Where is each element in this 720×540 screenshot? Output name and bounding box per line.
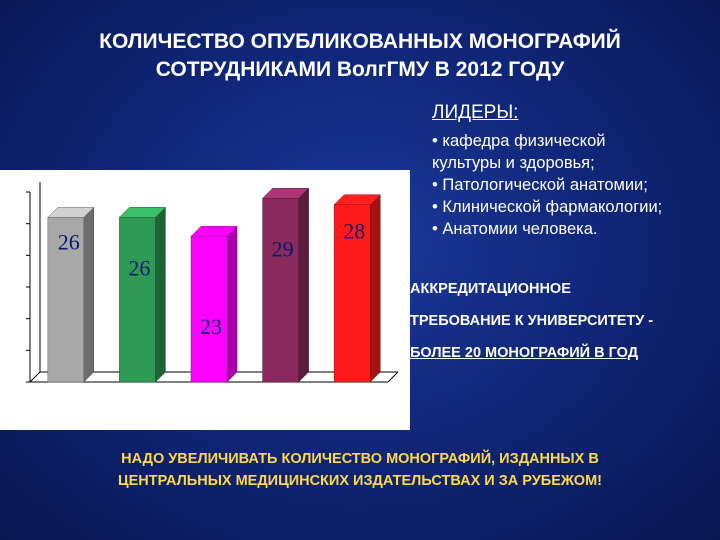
- bar-2010: [190, 236, 228, 383]
- leaders-heading: ЛИДЕРЫ:: [432, 102, 519, 123]
- bar-side-2009: [155, 206, 166, 383]
- y-tick-label: 15: [10, 283, 18, 292]
- requirement-line-2: ТРЕБОВАНИЕ К УНИВЕРСИТЕТУ -: [410, 313, 654, 329]
- leaders-item: • Патологической анатомии;: [432, 176, 648, 194]
- x-tick-label-2011: 2011: [261, 399, 300, 421]
- y-tick-label: 25: [10, 220, 18, 229]
- floor-right-edge: [387, 371, 399, 383]
- value-label-2010: 23: [200, 314, 222, 339]
- y-tick-label: 5: [14, 346, 18, 355]
- bar-2011: [262, 198, 299, 383]
- y-tick-label: 0: [14, 378, 18, 387]
- y-tick-label: 20: [10, 251, 18, 260]
- y-tick-label: 10: [10, 315, 18, 324]
- slide-title: КОЛИЧЕСТВО ОПУБЛИКОВАННЫХ МОНОГРАФИЙ СОТ…: [0, 28, 720, 84]
- value-label-2009: 26: [128, 255, 150, 280]
- title-line-1: КОЛИЧЕСТВО ОПУБЛИКОВАННЫХ МОНОГРАФИЙ: [99, 30, 621, 53]
- bar-side-2008: [83, 206, 95, 383]
- bar-2012: [333, 204, 371, 383]
- x-tick-label-2010: 2010: [189, 399, 229, 421]
- requirement-line-3: БОЛЕЕ 20 МОНОГРАФИЙ В ГОД: [410, 345, 639, 361]
- floor-edge: [29, 371, 41, 383]
- x-tick-label-2008: 2008: [46, 399, 86, 421]
- leaders-item: • Клинической фармакологии;: [432, 198, 663, 216]
- requirement-line-1: АККРЕДИТАЦИОННОЕ: [410, 281, 571, 297]
- y-tick-label: 30: [10, 188, 18, 197]
- leaders-item: • кафедра физической: [432, 132, 606, 150]
- footer-line-2: ЦЕНТРАЛЬНЫХ МЕДИЦИНСКИХ ИЗДАТЕЛЬСТВАХ И …: [118, 473, 602, 489]
- bar-chart: 0 5 10 15 20 25 30 26 2008 26 2009 23 2010 29 2011 28 20…: [0, 170, 410, 430]
- bar-side-2010: [226, 225, 238, 383]
- bar-side-2012: [369, 194, 381, 383]
- leaders-item: культуры и здоровья;: [432, 154, 595, 172]
- bar-2008: [47, 217, 85, 383]
- leaders-list: • кафедра физической культуры и здоровья…: [432, 130, 662, 240]
- bar-side-2011: [298, 187, 309, 383]
- value-label-2008: 26: [58, 229, 80, 254]
- x-tick-label-2009: 2009: [117, 399, 157, 421]
- footer-note: НАДО УВЕЛИЧИВАТЬ КОЛИЧЕСТВО МОНОГРАФИЙ, …: [0, 448, 720, 492]
- leaders-item: • Анатомии человека.: [432, 220, 598, 238]
- bar-2009: [119, 217, 156, 383]
- value-label-2011: 29: [272, 236, 294, 261]
- value-label-2012: 28: [343, 219, 365, 244]
- footer-line-1: НАДО УВЕЛИЧИВАТЬ КОЛИЧЕСТВО МОНОГРАФИЙ, …: [121, 451, 599, 467]
- title-line-2: СОТРУДНИКАМИ ВолгГМУ В 2012 ГОДУ: [155, 58, 565, 81]
- x-tick-label-2012: 2012: [332, 399, 372, 421]
